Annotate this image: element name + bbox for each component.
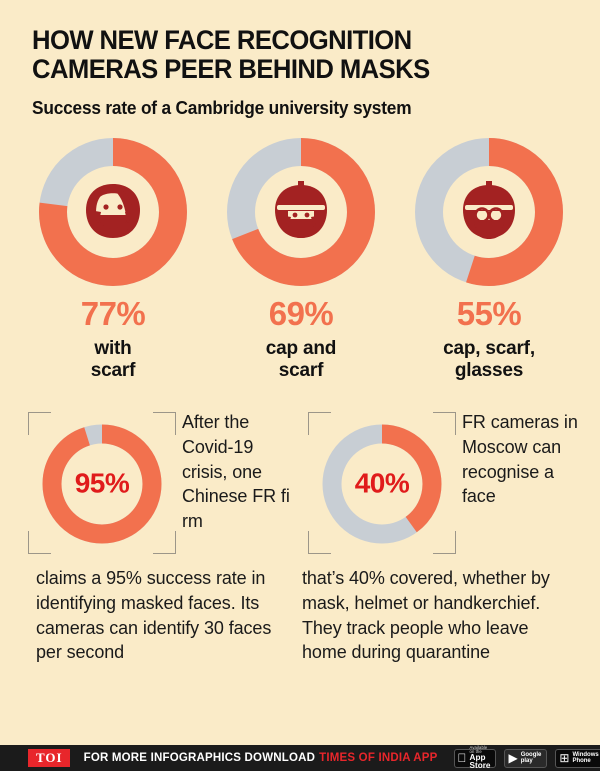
bottom-blocks-row: 95% After the Covid-19 crisis, one Chine… [0, 382, 600, 665]
donut-label-line-2: scarf [278, 360, 324, 382]
frame-corner-top-left-icon [308, 412, 331, 435]
footer-promo-red: TIMES OF INDIA APP [319, 752, 438, 764]
donut-value-cap-scarf-glasses: 55% [456, 295, 522, 333]
app-store-badge-label: App Store [460, 753, 491, 771]
donut-label-scarf: with scarf [90, 338, 136, 382]
apple-icon:  [458, 752, 467, 764]
footer-promo-white: FOR MORE INFOGRAPHICS DOWNLOAD [83, 752, 316, 764]
donut-value-95: 95% [74, 467, 130, 499]
framed-donut-40: 40% [302, 404, 462, 564]
app-store-badge[interactable]:  Available on the App Store [453, 744, 497, 771]
donut-chart-cap-scarf [226, 137, 376, 287]
google-play-badge-label: Google play [511, 752, 542, 764]
title-line-2: CAMERAS PEER BEHIND MASKS [32, 54, 430, 85]
donut-arc [42, 424, 162, 544]
footer-promo-text: FOR MORE INFOGRAPHICS DOWNLOAD TIMES OF I… [84, 752, 438, 764]
page-title: HOW NEW FACE RECOGNITION CAMERAS PEER BE… [32, 25, 543, 85]
header: HOW NEW FACE RECOGNITION CAMERAS PEER BE… [0, 0, 600, 119]
stat-block-95: 95% After the Covid-19 crisis, one Chine… [22, 404, 302, 665]
donut-svg-40 [322, 424, 442, 544]
stat-block-40-top: 40% FR cameras in Moscow can recognise a… [302, 404, 582, 564]
donut-svg-95 [42, 424, 162, 544]
frame-corner-bottom-left-icon [28, 531, 51, 554]
donut-label-cap-scarf-glasses: cap, scarf, glasses [443, 338, 535, 382]
donut-svg-scarf [39, 138, 187, 287]
donut-arc [227, 138, 375, 287]
frame-corner-bottom-right-icon [433, 531, 456, 554]
stat-95-continuation-text: claims a 95% success rate in identifying… [36, 568, 272, 663]
framed-donut-95: 95% [22, 404, 182, 564]
app-badges:  Available on the App Store ▶ Google pl… [453, 744, 600, 771]
donut-arc [415, 138, 563, 287]
donut-value-40: 40% [354, 467, 410, 499]
donut-label-line-1: cap, scarf, [443, 338, 535, 360]
donut-arc [39, 138, 187, 287]
face-with-cap-and-scarf-icon [268, 179, 334, 246]
play-triangle-icon: ▶ [499, 751, 517, 765]
app-store-badge-small: Available on the [460, 744, 488, 754]
windows-phone-badge-label-2: Phone [563, 758, 590, 764]
donut-chart-row: 77% with scarf [0, 119, 600, 382]
donut-label-line-1: with [94, 338, 132, 360]
stat-block-95-top: 95% After the Covid-19 crisis, one Chine… [22, 404, 302, 564]
face-with-cap-scarf-glasses-icon [456, 179, 522, 246]
frame-corner-top-left-icon [28, 412, 51, 435]
frame-corner-top-right-icon [433, 412, 456, 435]
donut-chart-scarf [38, 137, 188, 287]
donut-chart-cap-scarf-glasses [414, 137, 564, 287]
footer-bar: TOI FOR MORE INFOGRAPHICS DOWNLOAD TIMES … [0, 745, 600, 771]
stat-40-continuation-text: that’s 40% covered, whether by mask, hel… [302, 568, 550, 663]
donut-arc [322, 424, 442, 544]
donut-svg-cap-scarf-glasses [415, 138, 563, 287]
stat-40-side-text: FR cameras in Moscow can recognise a fac… [462, 412, 578, 507]
stat-block-40: 40% FR cameras in Moscow can recognise a… [302, 404, 582, 665]
donut-label-line-2: glasses [454, 360, 524, 382]
glasses-icon [471, 207, 507, 224]
donut-card-cap-scarf: 69% cap and scarf [212, 137, 390, 382]
donut-card-scarf: 77% with scarf [24, 137, 202, 382]
donut-svg-cap-scarf [227, 138, 375, 287]
toi-logo[interactable]: TOI [28, 748, 70, 768]
donut-label-line-2: scarf [90, 360, 136, 382]
donut-card-cap-scarf-glasses: 55% cap, scarf, glasses [400, 137, 578, 382]
face-with-scarf-icon [80, 179, 146, 246]
stat-95-side-text: After the Covid-19 crisis, one Chinese F… [182, 412, 290, 532]
frame-corner-top-right-icon [153, 412, 176, 435]
donut-value-cap-scarf: 69% [268, 295, 334, 333]
page-subtitle: Success rate of a Cambridge university s… [32, 98, 412, 119]
windows-phone-badge[interactable]: ⊞ Windows Phone [550, 748, 600, 768]
frame-corner-bottom-right-icon [153, 531, 176, 554]
donut-label-line-1: cap and [265, 338, 337, 360]
windows-icon: ⊞ [550, 751, 569, 765]
google-play-badge[interactable]: ▶ Google play [499, 748, 548, 768]
donut-value-scarf: 77% [80, 295, 146, 333]
title-line-1: HOW NEW FACE RECOGNITION [32, 25, 412, 55]
donut-label-cap-scarf: cap and scarf [265, 338, 337, 382]
frame-corner-bottom-left-icon [308, 531, 331, 554]
windows-phone-badge-label: Windows [563, 752, 598, 758]
